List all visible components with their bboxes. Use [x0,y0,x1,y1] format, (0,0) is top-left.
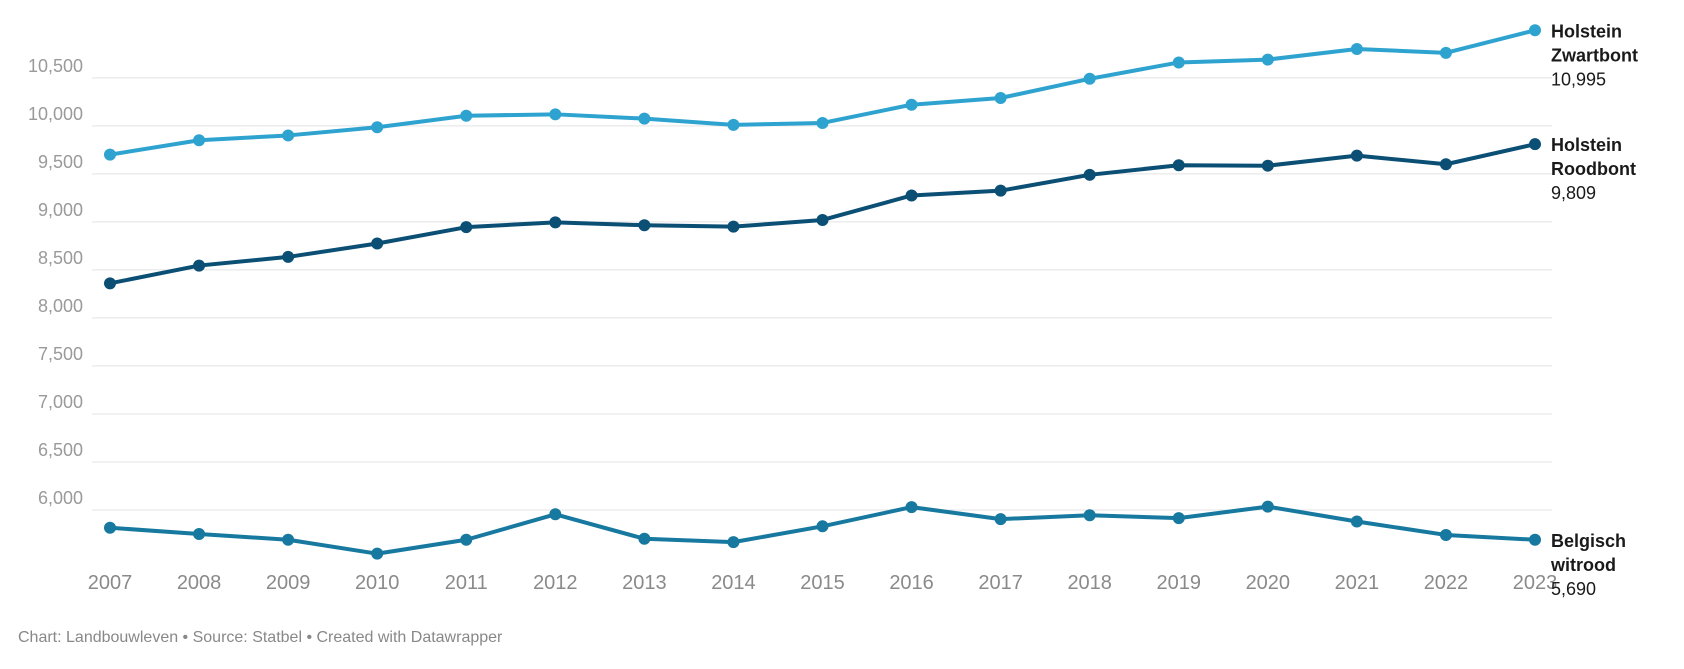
data-point [994,91,1007,104]
x-tick-label: 2013 [622,572,667,594]
data-point [816,520,829,533]
x-tick-label: 2016 [889,572,934,594]
data-point [104,521,116,534]
data-point [1350,515,1363,528]
y-tick-label: 10,500 [28,56,83,76]
data-point [727,118,740,131]
data-point [460,221,473,234]
data-point [1261,159,1274,172]
y-tick-label: 9,000 [38,200,83,220]
data-point [638,112,651,125]
series-name-label: Holstein [1551,135,1622,155]
x-axis-ticks: 2007 2008 2009 2010 2011 2012 2013 2014 2015 2016… [88,572,1558,594]
x-tick-label: 2022 [1424,572,1469,594]
y-axis-ticks: 6,000 6,500 7,000 7,500 8,000 8,500 9,000 9,500… [28,56,83,508]
data-point [193,527,206,540]
data-point [193,259,206,272]
data-point [371,547,384,560]
x-tick-label: 2023 [1513,572,1558,594]
data-point [1172,56,1185,69]
series-line [109,142,1536,286]
data-point [460,109,473,122]
x-tick-label: 2018 [1067,572,1112,594]
data-point [460,533,473,546]
x-tick-label: 2008 [177,572,222,594]
data-point [994,513,1007,526]
series-end-value: 10,995 [1551,69,1606,89]
data-point [905,501,918,514]
data-point [1439,46,1452,59]
series-name-label: witrood [1550,555,1616,575]
y-tick-label: 9,500 [38,152,83,172]
data-point [549,508,562,521]
y-tick-label: 10,000 [28,104,83,124]
series-0 [104,24,1541,161]
data-point [1261,53,1274,66]
x-tick-label: 2020 [1246,572,1291,594]
data-point [1529,138,1541,151]
series-name-label: Zwartbont [1551,45,1638,65]
chart-footer: Chart: Landbouwleven • Source: Statbel •… [18,629,503,646]
data-point [1439,158,1452,171]
data-point [371,121,384,134]
data-point [994,184,1007,197]
x-tick-label: 2019 [1157,572,1202,594]
x-tick-label: 2010 [355,572,400,594]
y-tick-label: 8,000 [38,296,83,316]
x-tick-label: 2021 [1335,572,1380,594]
data-point [638,532,651,545]
data-point [1439,528,1452,541]
data-point [638,219,651,232]
data-point [104,277,116,290]
data-point [1529,24,1541,37]
data-point [1350,43,1363,56]
data-point [905,98,918,111]
data-point [727,536,740,549]
y-tick-label: 8,500 [38,248,83,268]
x-tick-label: 2012 [533,572,578,594]
x-tick-label: 2009 [266,572,311,594]
series-end-value: 5,690 [1551,579,1596,599]
data-point [1261,500,1274,513]
series-line [109,28,1536,157]
data-point [371,237,384,250]
data-point [727,220,740,233]
gridlines [92,77,1552,511]
x-tick-label: 2014 [711,572,756,594]
x-tick-label: 2017 [978,572,1023,594]
series-lines [104,24,1541,560]
data-point [1350,149,1363,162]
series-name-label: Holstein [1551,21,1622,41]
x-tick-label: 2007 [88,572,133,594]
series-name-label: Belgisch [1551,531,1626,551]
data-point [816,116,829,129]
data-point [1172,159,1185,172]
series-end-value: 9,809 [1551,183,1596,203]
data-point [282,250,295,263]
y-tick-label: 7,500 [38,344,83,364]
x-tick-label: 2011 [445,572,488,594]
data-point [549,216,562,229]
data-point [549,108,562,121]
series-name-label: Roodbont [1551,159,1636,179]
series-2 [104,500,1541,560]
series-1 [104,138,1541,290]
x-tick-label: 2015 [800,572,845,594]
data-point [1083,509,1096,522]
data-point [104,148,116,161]
data-point [193,134,206,147]
data-point [905,189,918,202]
series-end-labels: Holstein Zwartbont 10,995 Holstein Roodbont 9… [1550,21,1638,598]
data-point [1172,512,1185,525]
data-point [1083,168,1096,181]
data-point [282,533,295,546]
data-point [816,213,829,226]
data-point [1083,72,1096,85]
data-point [282,129,295,142]
data-point [1529,533,1541,546]
y-tick-label: 6,500 [38,440,83,460]
y-tick-label: 6,000 [38,488,83,508]
y-tick-label: 7,000 [38,392,83,412]
